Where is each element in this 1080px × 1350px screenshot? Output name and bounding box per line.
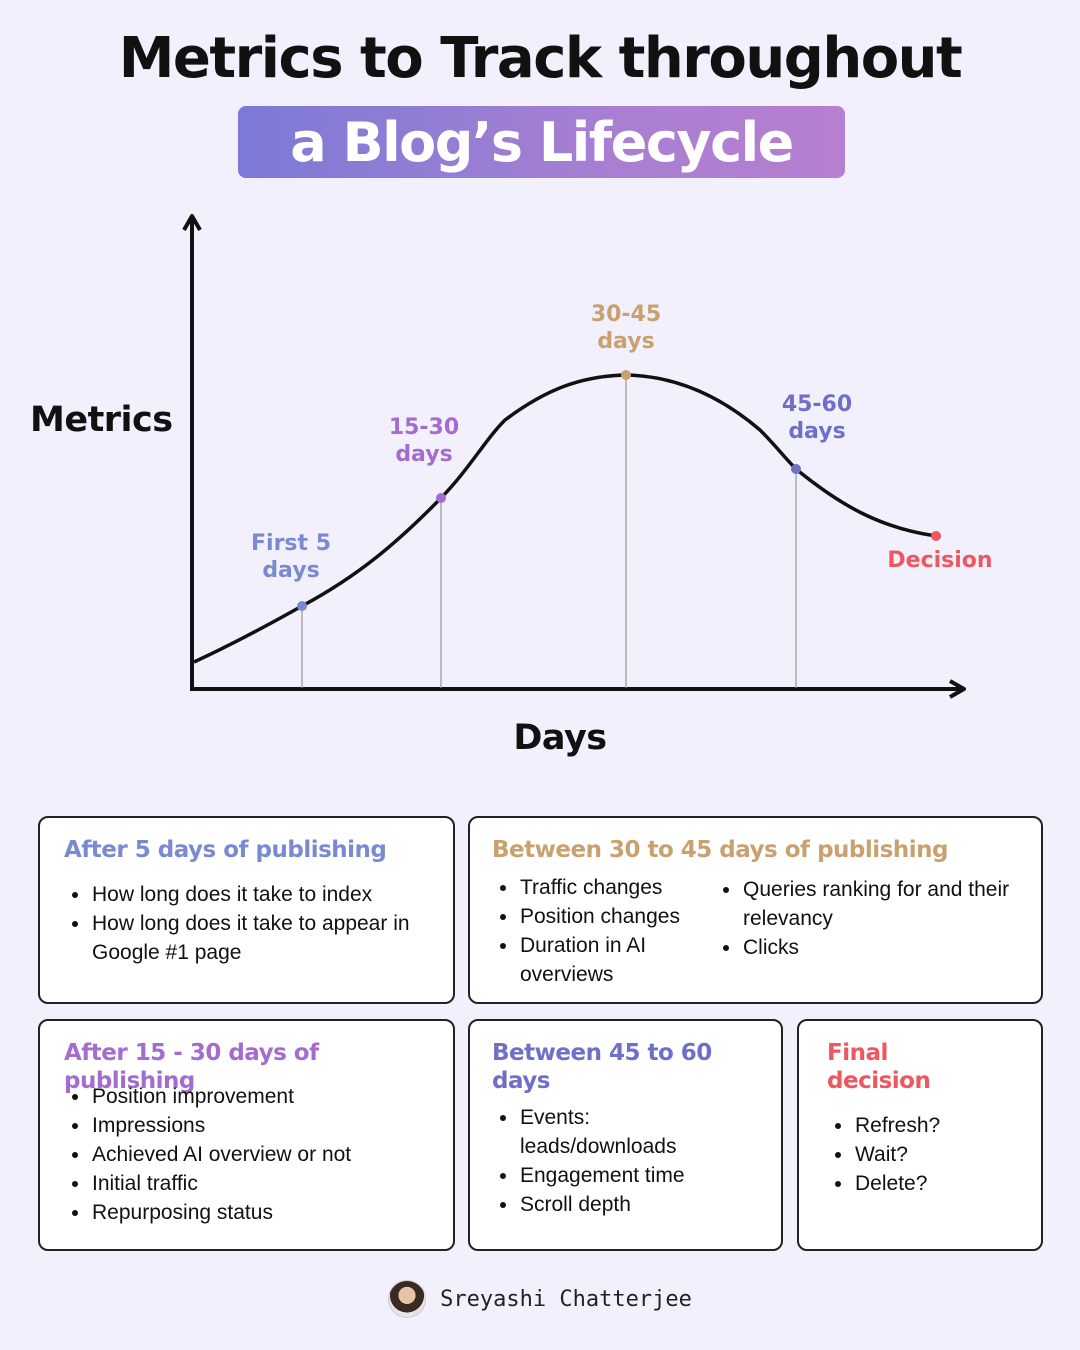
avatar bbox=[388, 1280, 427, 1318]
y-axis-arrow-icon bbox=[182, 214, 202, 231]
list-item: Impressions bbox=[72, 1111, 452, 1140]
list-item: Queries ranking for and their relevancy bbox=[723, 875, 1013, 933]
card-list: Events: leads/downloads Engagement time … bbox=[492, 1103, 750, 1219]
point-label-decision: Decision bbox=[884, 547, 996, 574]
point-label-line: days bbox=[597, 329, 655, 354]
list-item: How long does it take to appear in Googl… bbox=[72, 909, 452, 967]
footer: Sreyashi Chatterjee bbox=[0, 1280, 1080, 1318]
list-item: How long does it take to index bbox=[72, 880, 452, 909]
point-label-first5: First 5 days bbox=[250, 530, 332, 584]
card-heading: After 15 - 30 days of publishing bbox=[64, 1040, 319, 1094]
page-title-banner: a Blog’s Lifecycle bbox=[238, 106, 845, 178]
list-item: Delete? bbox=[835, 1169, 1035, 1198]
list-item: Position changes bbox=[500, 902, 720, 931]
card-list: Refresh? Wait? Delete? bbox=[827, 1111, 1035, 1198]
point-label-45-60: 45-60 days bbox=[774, 391, 860, 445]
list-item: Refresh? bbox=[835, 1111, 1035, 1140]
card-heading: After 5 days of publishing bbox=[64, 837, 387, 863]
point-label-line: 30-45 bbox=[590, 302, 662, 327]
list-item: Achieved AI overview or not bbox=[72, 1140, 452, 1169]
author-name: Sreyashi Chatterjee bbox=[440, 1286, 692, 1312]
card-heading: Final decision bbox=[827, 1040, 931, 1094]
x-axis-label: Days bbox=[513, 718, 607, 758]
list-item: Scroll depth bbox=[500, 1190, 750, 1219]
point-45-60 bbox=[791, 464, 801, 474]
card-heading: Between 45 to 60 days bbox=[492, 1040, 712, 1094]
point-30-45 bbox=[621, 370, 631, 380]
card-after-15-30-days: After 15 - 30 days of publishing Positio… bbox=[38, 1019, 455, 1251]
list-item: Repurposing status bbox=[72, 1198, 452, 1227]
card-heading: Between 30 to 45 days of publishing bbox=[492, 837, 948, 863]
card-between-45-60-days: Between 45 to 60 days Events: leads/down… bbox=[468, 1019, 783, 1251]
point-label-15-30: 15-30 days bbox=[383, 414, 465, 468]
card-final-decision: Final decision Refresh? Wait? Delete? bbox=[797, 1019, 1043, 1251]
point-label-line: days bbox=[262, 558, 320, 583]
list-item: Events: leads/downloads bbox=[500, 1103, 750, 1161]
card-list: How long does it take to index How long … bbox=[64, 880, 452, 967]
y-axis-label: Metrics bbox=[30, 400, 173, 440]
card-list-right: Queries ranking for and their relevancy … bbox=[715, 875, 1013, 962]
point-label-line: 45-60 bbox=[781, 392, 853, 417]
list-item: Engagement time bbox=[500, 1161, 750, 1190]
point-decision bbox=[931, 531, 941, 541]
point-label-line: 15-30 bbox=[388, 415, 460, 440]
lifecycle-diagram bbox=[182, 214, 966, 699]
page-title-line2: a Blog’s Lifecycle bbox=[290, 110, 794, 174]
point-label-line: days bbox=[788, 419, 846, 444]
list-item: Clicks bbox=[723, 933, 1013, 962]
point-label-line: days bbox=[395, 442, 453, 467]
point-label-line: Decision bbox=[887, 548, 993, 573]
card-between-30-45-days: Between 30 to 45 days of publishing Traf… bbox=[468, 816, 1043, 1004]
list-item: Position improvement bbox=[72, 1082, 452, 1111]
list-item: Wait? bbox=[835, 1140, 1035, 1169]
point-15-30 bbox=[436, 493, 446, 503]
page-title-line1: Metrics to Track throughout bbox=[118, 26, 963, 91]
list-item: Initial traffic bbox=[72, 1169, 452, 1198]
card-list-left: Traffic changes Position changes Duratio… bbox=[492, 873, 720, 989]
point-label-line: First 5 bbox=[251, 531, 331, 556]
x-axis-arrow-icon bbox=[949, 679, 966, 699]
card-list: Position improvement Impressions Achieve… bbox=[64, 1082, 452, 1227]
card-after-5-days: After 5 days of publishing How long does… bbox=[38, 816, 455, 1004]
point-first5 bbox=[297, 601, 307, 611]
list-item: Duration in AI overviews bbox=[500, 931, 720, 989]
point-label-30-45: 30-45 days bbox=[583, 301, 669, 355]
list-item: Traffic changes bbox=[500, 873, 720, 902]
